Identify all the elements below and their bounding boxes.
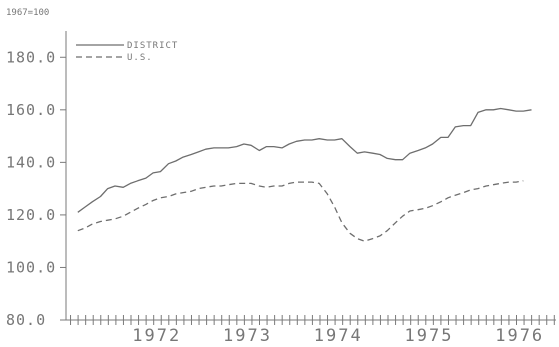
series-line-us xyxy=(77,180,524,242)
x-axis-ticks: 1972 1973 1974 1975 1976 xyxy=(70,315,555,346)
y-tick-label: 120.0 xyxy=(6,206,56,224)
x-tick-label: 1974 xyxy=(314,326,363,346)
series-line-district xyxy=(77,107,532,213)
y-tick-label: 160.0 xyxy=(6,101,56,119)
y-tick-label: 180.0 xyxy=(6,48,56,66)
x-tick-label: 1975 xyxy=(404,326,453,346)
series-lines xyxy=(77,107,532,242)
y-tick-label: 140.0 xyxy=(6,153,56,171)
x-tick-label: 1972 xyxy=(132,326,181,346)
x-tick-label: 1976 xyxy=(495,326,544,346)
legend-label-us: U.S. xyxy=(127,53,153,63)
x-tick-label: 1973 xyxy=(223,326,272,346)
legend: DISTRICT U.S. xyxy=(76,41,178,63)
y-axis-ticks: 80.0 100.0 120.0 140.0 160.0 180.0 xyxy=(6,48,66,329)
index-base-note: 1967=100 xyxy=(6,8,49,18)
y-tick-label: 80.0 xyxy=(6,311,46,329)
y-tick-label: 100.0 xyxy=(6,258,56,276)
legend-label-district: DISTRICT xyxy=(127,41,178,51)
